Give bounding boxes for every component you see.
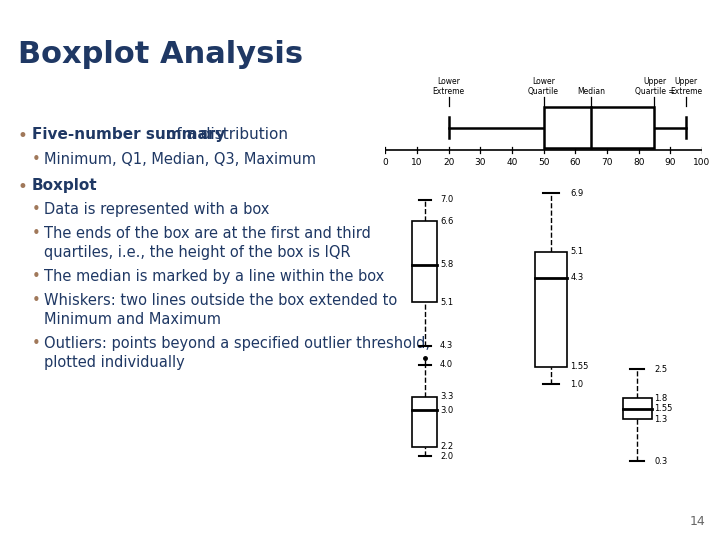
Text: 1.3: 1.3 bbox=[654, 415, 667, 424]
Text: 1.8: 1.8 bbox=[654, 394, 667, 403]
Text: Boxplot Analysis: Boxplot Analysis bbox=[18, 40, 303, 69]
Text: 10: 10 bbox=[411, 158, 423, 167]
Text: 2.2: 2.2 bbox=[440, 442, 453, 451]
Text: 2.0: 2.0 bbox=[440, 451, 453, 461]
Text: The ends of the box are at the first and third: The ends of the box are at the first and… bbox=[44, 226, 371, 241]
Text: 5.1: 5.1 bbox=[570, 247, 583, 256]
Text: 30: 30 bbox=[474, 158, 486, 167]
Text: •: • bbox=[32, 152, 41, 167]
Text: 1.55: 1.55 bbox=[570, 362, 589, 371]
Text: 5.1: 5.1 bbox=[440, 298, 453, 307]
Bar bbox=[413, 397, 438, 447]
Text: 3.3: 3.3 bbox=[440, 392, 454, 401]
Text: 5.8: 5.8 bbox=[440, 260, 453, 269]
Text: 6.9: 6.9 bbox=[570, 189, 583, 198]
Text: •: • bbox=[18, 178, 28, 196]
Text: 0: 0 bbox=[382, 158, 388, 167]
Text: The median is marked by a line within the box: The median is marked by a line within th… bbox=[44, 269, 384, 284]
Text: quartiles, i.e., the height of the box is IQR: quartiles, i.e., the height of the box i… bbox=[44, 245, 351, 260]
Text: 100: 100 bbox=[693, 158, 711, 167]
Text: 3.0: 3.0 bbox=[440, 406, 453, 415]
Text: 60: 60 bbox=[570, 158, 581, 167]
Bar bbox=[413, 221, 438, 302]
Text: of a distribution: of a distribution bbox=[161, 127, 287, 142]
Text: •: • bbox=[32, 202, 41, 217]
Text: •: • bbox=[32, 226, 41, 241]
Text: 0.3: 0.3 bbox=[654, 457, 667, 466]
Text: Lower
Extreme: Lower Extreme bbox=[433, 77, 464, 96]
Text: Minimum and Maximum: Minimum and Maximum bbox=[44, 312, 221, 327]
Text: 40: 40 bbox=[506, 158, 518, 167]
Text: 1.55: 1.55 bbox=[654, 404, 673, 414]
Text: Five-number summary: Five-number summary bbox=[32, 127, 225, 142]
Text: 7.0: 7.0 bbox=[440, 195, 453, 204]
Text: •: • bbox=[18, 127, 28, 145]
Text: Outliers: points beyond a specified outlier threshold,: Outliers: points beyond a specified outl… bbox=[44, 336, 430, 351]
Text: 4.3: 4.3 bbox=[440, 341, 453, 350]
Text: 4.3: 4.3 bbox=[570, 273, 583, 282]
Text: plotted individually: plotted individually bbox=[44, 355, 185, 370]
Text: 1.0: 1.0 bbox=[570, 380, 583, 389]
Text: •: • bbox=[32, 293, 41, 308]
Text: Upper
Quartile =: Upper Quartile = bbox=[634, 77, 675, 96]
Text: 2.5: 2.5 bbox=[654, 364, 667, 374]
Text: •: • bbox=[32, 336, 41, 351]
Text: 70: 70 bbox=[601, 158, 613, 167]
Text: 6.6: 6.6 bbox=[440, 217, 454, 226]
Bar bbox=[534, 252, 567, 367]
Text: Upper
Extreme: Upper Extreme bbox=[670, 77, 702, 96]
Text: Whiskers: two lines outside the box extended to: Whiskers: two lines outside the box exte… bbox=[44, 293, 397, 308]
Bar bbox=[544, 107, 654, 148]
Text: 80: 80 bbox=[633, 158, 644, 167]
Text: 20: 20 bbox=[443, 158, 454, 167]
Text: Data is represented with a box: Data is represented with a box bbox=[44, 202, 269, 217]
Text: 90: 90 bbox=[665, 158, 676, 167]
Text: 14: 14 bbox=[689, 515, 705, 528]
Text: Median: Median bbox=[577, 87, 605, 96]
Text: 4.0: 4.0 bbox=[440, 360, 453, 369]
Bar bbox=[623, 399, 652, 420]
Text: Lower
Quartile: Lower Quartile bbox=[528, 77, 559, 96]
Text: •: • bbox=[32, 269, 41, 284]
Text: Minimum, Q1, Median, Q3, Maximum: Minimum, Q1, Median, Q3, Maximum bbox=[44, 152, 316, 167]
Text: 50: 50 bbox=[538, 158, 549, 167]
Text: Boxplot: Boxplot bbox=[32, 178, 98, 193]
